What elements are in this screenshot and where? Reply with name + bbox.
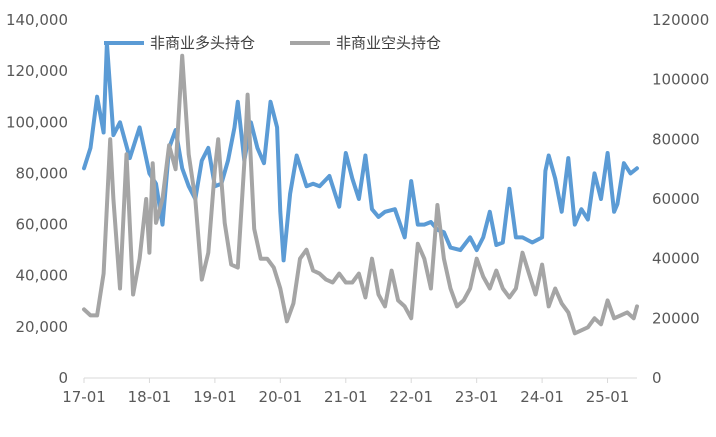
legend: 非商业多头持仓 非商业空头持仓 xyxy=(104,34,441,52)
legend-label: 非商业多头持仓 xyxy=(150,34,255,52)
series-line-long xyxy=(82,41,639,263)
right-y-tick-label: 40000 xyxy=(652,250,700,268)
x-tick-label: 20-01 xyxy=(259,388,303,406)
x-tick-label: 19-01 xyxy=(193,388,237,406)
left-y-tick-label: 60,000 xyxy=(16,216,69,234)
right-y-tick-label: 60000 xyxy=(652,190,700,208)
x-tick-label: 21-01 xyxy=(324,388,368,406)
left-y-tick-label: 20,000 xyxy=(16,318,69,336)
right-y-tick-label: 20000 xyxy=(652,309,700,327)
right-y-tick-label: 0 xyxy=(652,369,662,387)
series-layer xyxy=(82,41,639,336)
left-y-tick-label: 100,000 xyxy=(6,113,68,131)
x-tick-label: 22-01 xyxy=(389,388,433,406)
left-y-tick-label: 0 xyxy=(58,369,68,387)
x-tick-label: 25-01 xyxy=(586,388,630,406)
legend-label: 非商业空头持仓 xyxy=(336,34,441,52)
left-y-axis: 0 20,000 40,000 60,000 80,000 100,000 120,000 1… xyxy=(6,11,68,387)
right-y-tick-label: 120000 xyxy=(652,11,709,29)
x-axis: 17-01 18-01 19-01 20-01 21-01 22-01 23-01 24-01… xyxy=(62,378,629,406)
x-tick-label: 17-01 xyxy=(62,388,106,406)
series-line-short xyxy=(82,53,639,336)
left-y-tick-label: 80,000 xyxy=(16,164,69,182)
x-tick-label: 24-01 xyxy=(520,388,564,406)
x-tick-label: 18-01 xyxy=(128,388,172,406)
left-y-tick-label: 40,000 xyxy=(16,267,69,285)
right-y-tick-label: 80000 xyxy=(652,130,700,148)
left-y-tick-label: 140,000 xyxy=(6,11,68,29)
x-tick-label: 23-01 xyxy=(455,388,499,406)
left-y-tick-label: 120,000 xyxy=(6,62,68,80)
right-y-tick-label: 100000 xyxy=(652,71,709,89)
right-y-axis: 0 20000 40000 60000 80000 100000 120000 xyxy=(652,11,709,387)
